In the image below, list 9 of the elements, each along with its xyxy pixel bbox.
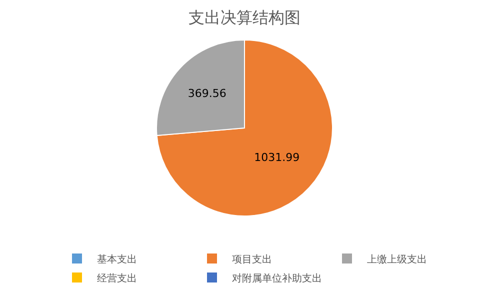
legend-label: 对附属单位补助支出 (232, 272, 322, 284)
legend-label: 经营支出 (97, 272, 137, 284)
legend-label: 上缴上级支出 (367, 253, 427, 266)
chart-title: 支出决算结构图 (188, 8, 300, 28)
pie-slice (156, 40, 333, 216)
data-label: 369.56 (188, 87, 226, 100)
legend-label: 基本支出 (97, 253, 137, 266)
legend-label: 项目支出 (232, 253, 272, 266)
data-label: 1031.99 (254, 151, 300, 164)
